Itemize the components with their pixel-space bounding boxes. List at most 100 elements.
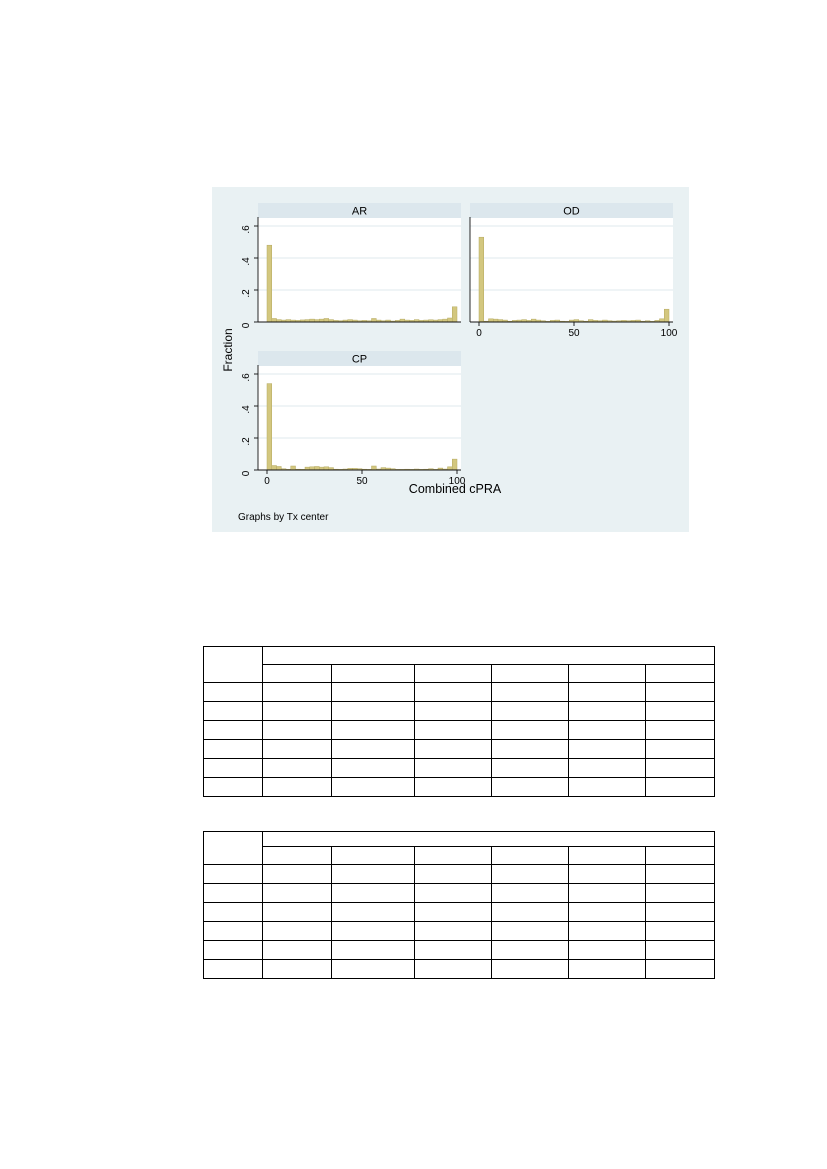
table-cell [491,883,569,903]
table-cell [644,758,716,778]
table-cell [414,701,492,721]
table-cell [491,720,569,740]
table-cell [491,739,569,759]
table-cell [262,758,332,778]
histogram-figure: AR 0 .2 .4 .6 OD 0 50 100 CP 0 .2 .4 .6 0 50 100 Fraction… [212,187,689,532]
table-subheader-cell [262,664,332,683]
table-cell [262,720,332,740]
table-cell [262,777,332,797]
table-subheader-cell [568,664,646,683]
x-axis-title: Combined cPRA [409,482,502,496]
table-cell [203,921,263,941]
table-cell [262,921,332,941]
panel-plot-CP [258,366,461,470]
table-row [203,739,716,759]
table-cell [568,720,646,740]
table-row [203,959,716,979]
y-tick-label: .2 [241,437,252,446]
table-cell [331,682,415,702]
table-subheader-cell [568,846,646,865]
panel-title-strip-OD [470,203,673,218]
table-cell [203,720,263,740]
y-tick-label: 0 [241,322,252,328]
table-row [203,883,716,903]
table-cell [644,682,716,702]
table-cell [568,682,646,702]
table-cell [644,864,716,884]
table-row [203,940,716,960]
figure-note: Graphs by Tx center [238,512,329,523]
table-cell [262,959,332,979]
table-cell [203,864,263,884]
table-cell [568,864,646,884]
x-tick-label: 100 [661,328,678,339]
table-group-header [261,646,716,665]
table-row [203,921,716,941]
y-axis-title: Fraction [221,328,235,371]
table-cell [203,959,263,979]
table-corner-cell [203,646,263,683]
table-cell [568,902,646,922]
table-cell [568,701,646,721]
table-cell [262,883,332,903]
table-cell [262,902,332,922]
table-cell [491,777,569,797]
table-cell [262,682,332,702]
table-cell [644,902,716,922]
table-row [203,758,716,778]
table-subheader-cell [491,664,569,683]
table-cell [568,777,646,797]
table-row [203,902,716,922]
table-cell [644,959,716,979]
table-cell [568,940,646,960]
panel-title-AR: AR [352,206,367,218]
table-cell [414,864,492,884]
table-cell [414,959,492,979]
table-cell [491,959,569,979]
table-cell [203,940,263,960]
table-row [203,682,716,702]
table-row [203,720,716,740]
table-cell [568,921,646,941]
table-subheader-cell [414,846,492,865]
table-subheader-cell [331,846,415,865]
y-tick-label: 0 [241,470,252,476]
x-tick-label: 0 [264,476,270,487]
x-tick-label: 0 [476,328,482,339]
stata-histogram-svg: AR 0 .2 .4 .6 OD 0 50 100 CP 0 .2 .4 .6 0 50 100 Fraction… [212,187,689,532]
table-cell [644,921,716,941]
table-cell [262,864,332,884]
empty-table-2 [203,831,716,979]
table-cell [331,883,415,903]
table-group-header [261,831,716,847]
table-cell [644,940,716,960]
table-cell [568,758,646,778]
table-cell [262,701,332,721]
table-cell [644,720,716,740]
table-cell [644,701,716,721]
panel-title-strip-AR [258,203,461,218]
table-cell [262,940,332,960]
x-tick-label: 50 [356,476,368,487]
y-tick-label: .6 [241,225,252,234]
table-cell [331,777,415,797]
table-cell [331,758,415,778]
table-cell [203,902,263,922]
table-cell [331,959,415,979]
y-tick-label: .6 [241,373,252,382]
table-cell [331,940,415,960]
table-cell [414,940,492,960]
table-cell [491,921,569,941]
table-cell [491,902,569,922]
table-corner-cell [203,831,263,865]
table-cell [644,777,716,797]
table-cell [414,758,492,778]
table-cell [203,758,263,778]
y-tick-label: .4 [241,257,252,266]
table-cell [203,682,263,702]
table-subheader-cell [262,846,332,865]
table-cell [644,739,716,759]
table-cell [568,739,646,759]
